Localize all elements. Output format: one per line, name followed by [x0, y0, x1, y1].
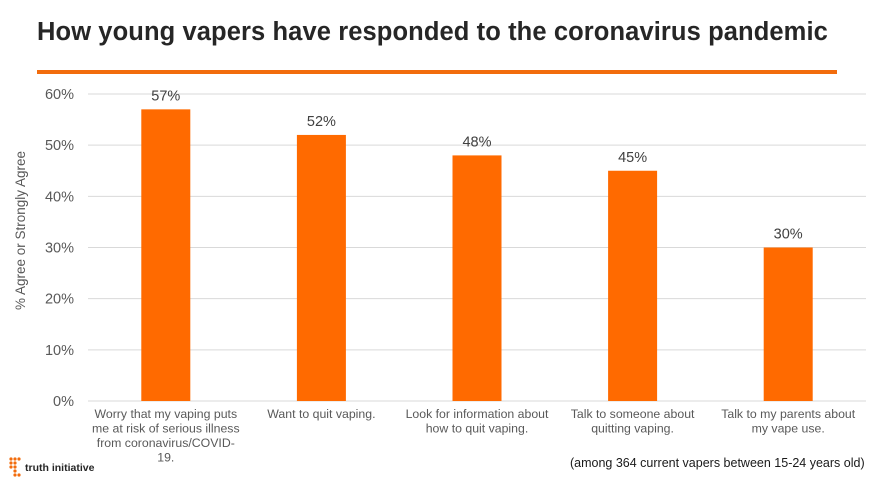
x-category-label: my vape use.	[752, 422, 825, 436]
data-label: 48%	[462, 134, 491, 150]
bar	[296, 134, 346, 401]
x-category-label: how to quit vaping.	[426, 422, 529, 436]
x-category-label: Talk to my parents about	[721, 407, 856, 421]
truth-initiative-dots-icon	[9, 457, 21, 477]
data-label: 52%	[307, 114, 336, 130]
y-tick-label: 50%	[45, 138, 74, 154]
bar	[608, 170, 658, 401]
x-category-label: me at risk of serious illness	[92, 422, 240, 436]
x-category-label: 19.	[157, 451, 174, 465]
x-category-label: Want to quit vaping.	[267, 407, 375, 421]
bar	[141, 109, 191, 401]
x-category-label: Look for information about	[406, 407, 549, 421]
x-category-label: Talk to someone about	[571, 407, 695, 421]
y-tick-label: 60%	[45, 87, 74, 103]
brand-logo: truth initiative	[8, 455, 94, 481]
y-tick-label: 10%	[45, 343, 74, 359]
y-axis-label: % Agree or Strongly Agree	[13, 151, 28, 310]
y-tick-label: 30%	[45, 241, 74, 257]
sample-note: (among 364 current vapers between 15-24 …	[570, 456, 865, 470]
x-category-label: from coronavirus/COVID-	[97, 436, 235, 450]
y-tick-label: 20%	[45, 292, 74, 308]
title-underline	[37, 70, 837, 74]
data-label: 57%	[151, 88, 180, 104]
logo-text: truth initiative	[25, 462, 95, 474]
x-category-label: Worry that my vaping puts	[94, 407, 237, 421]
y-tick-label: 40%	[45, 189, 74, 205]
chart-title: How young vapers have responded to the c…	[37, 18, 828, 46]
y-tick-label: 0%	[53, 394, 74, 410]
data-label: 30%	[774, 227, 803, 243]
bar	[763, 247, 813, 401]
x-category-label: quitting vaping.	[591, 422, 674, 436]
data-label: 45%	[618, 150, 647, 166]
bar	[452, 155, 502, 401]
